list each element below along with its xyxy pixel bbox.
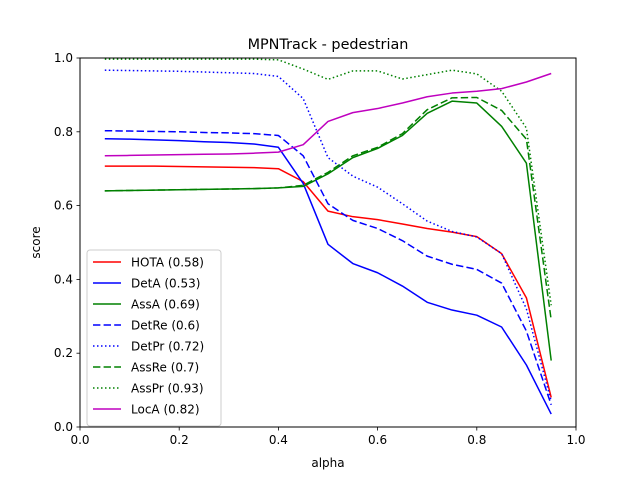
legend-label-6: AssPr (0.93) <box>131 382 204 396</box>
series-line-3 <box>104 129 552 406</box>
series-line-5 <box>104 96 552 321</box>
x-axis-ticks: 0.0 0.2 0.4 0.6 0.8 1.0 <box>70 427 586 447</box>
y-tick-label: 1.0 <box>54 51 73 65</box>
y-tick-label: 0.0 <box>54 420 73 434</box>
x-axis-label: alpha <box>311 456 344 470</box>
legend-box <box>86 249 222 427</box>
y-tick-label: 0.2 <box>54 346 73 360</box>
legend-label-5: AssRe (0.7) <box>131 361 199 375</box>
y-tick-label: 0.8 <box>54 125 73 139</box>
chart-title: MPNTrack - pedestrian <box>248 37 409 53</box>
legend-label-3: DetRe (0.6) <box>131 319 200 333</box>
y-axis-ticks: 0.0 0.2 0.4 0.6 0.8 1.0 <box>54 51 80 434</box>
series-line-7 <box>104 72 552 157</box>
series-line-1 <box>104 138 552 415</box>
legend-label-2: AssA (0.69) <box>131 298 200 312</box>
x-tick-label: 0.8 <box>467 433 486 447</box>
legend-label-0: HOTA (0.58) <box>131 256 204 270</box>
x-tick-label: 0.2 <box>170 433 189 447</box>
y-axis-label: score <box>29 226 43 258</box>
legend-label-7: LocA (0.82) <box>131 403 200 417</box>
y-tick-label: 0.4 <box>54 272 73 286</box>
legend-label-4: DetPr (0.72) <box>131 340 204 354</box>
legend-label-1: DetA (0.53) <box>131 277 200 291</box>
plot-lines <box>104 58 552 415</box>
x-tick-label: 0.0 <box>70 433 89 447</box>
x-tick-label: 0.6 <box>368 433 387 447</box>
x-tick-label: 0.4 <box>269 433 288 447</box>
legend: HOTA (0.58) DetA (0.53) AssA (0.69) DetRe (… <box>86 249 222 427</box>
axes-frame <box>79 57 577 428</box>
x-tick-label: 1.0 <box>566 433 585 447</box>
y-tick-label: 0.6 <box>54 199 73 213</box>
